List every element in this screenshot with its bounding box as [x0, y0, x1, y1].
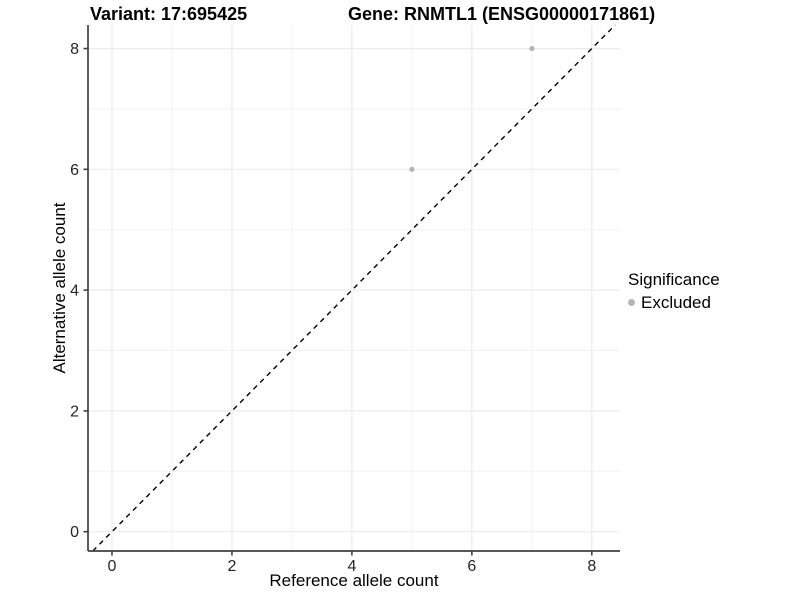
legend-entry-label: Excluded [641, 292, 711, 312]
plot-title-gene: Gene: RNMTL1 (ENSG00000171861) [348, 4, 656, 24]
x-tick-label: 4 [347, 558, 356, 575]
x-tick-label: 0 [108, 558, 117, 575]
x-tick-label: 8 [587, 558, 596, 575]
data-point-excluded [529, 45, 535, 52]
identity-reference-line [92, 24, 616, 552]
y-tick-label: 2 [70, 403, 79, 420]
legend-title: Significance [628, 270, 720, 289]
legend: Significance Excluded [628, 270, 720, 312]
y-tick-label: 0 [70, 524, 79, 541]
x-tick-label: 2 [227, 558, 236, 575]
data-point-excluded [409, 166, 415, 172]
x-tick-label: 6 [467, 558, 476, 575]
legend-point-icon [628, 298, 635, 306]
y-tick-label: 8 [70, 41, 79, 58]
plot-title-variant: Variant: 17:695425 [90, 4, 248, 24]
x-axis-label: Reference allele count [269, 571, 439, 590]
y-axis-label: Alternative allele count [50, 202, 69, 374]
y-tick-label: 4 [70, 283, 79, 300]
y-tick-label: 6 [70, 162, 79, 179]
legend-entry: Excluded [628, 293, 720, 313]
